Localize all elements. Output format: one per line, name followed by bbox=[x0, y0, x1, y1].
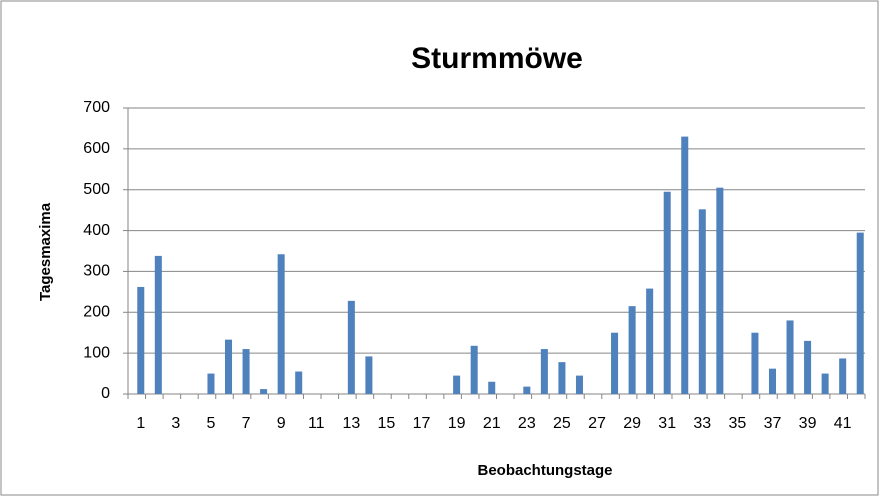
x-tick-label: 13 bbox=[342, 415, 360, 432]
y-axis-label: Tagesmaxima bbox=[37, 202, 54, 301]
bar bbox=[628, 306, 636, 394]
y-tick-label: 200 bbox=[83, 304, 110, 321]
x-tick-label: 15 bbox=[378, 415, 396, 432]
x-tick-label: 35 bbox=[728, 415, 746, 432]
bar bbox=[611, 332, 619, 394]
bar bbox=[470, 345, 478, 394]
x-tick-label: 27 bbox=[588, 415, 606, 432]
bar bbox=[277, 254, 285, 394]
bar bbox=[540, 349, 548, 394]
y-tick-label: 600 bbox=[83, 140, 110, 157]
bar bbox=[242, 349, 250, 394]
x-tick-label: 29 bbox=[623, 415, 641, 432]
bar bbox=[453, 375, 461, 394]
x-tick-label: 25 bbox=[553, 415, 571, 432]
x-tick-label: 41 bbox=[834, 415, 852, 432]
bar bbox=[365, 356, 373, 394]
x-tick-label: 31 bbox=[658, 415, 676, 432]
x-tick-label: 3 bbox=[171, 415, 180, 432]
bar bbox=[698, 209, 706, 394]
x-tick-label: 37 bbox=[764, 415, 782, 432]
bar bbox=[804, 340, 812, 394]
x-axis-label: Beobachtungstage bbox=[477, 462, 612, 479]
bar bbox=[523, 386, 531, 394]
x-tick-label: 1 bbox=[136, 415, 145, 432]
y-tick-label: 100 bbox=[83, 344, 110, 361]
bar bbox=[260, 389, 268, 394]
y-tick-label: 400 bbox=[83, 222, 110, 239]
x-tick-label: 21 bbox=[483, 415, 501, 432]
bar bbox=[786, 320, 794, 394]
bar bbox=[768, 368, 776, 394]
bar bbox=[207, 373, 215, 394]
bar bbox=[663, 191, 671, 394]
x-tick-label: 17 bbox=[413, 415, 431, 432]
bar bbox=[716, 187, 724, 394]
bar bbox=[295, 371, 303, 394]
bar bbox=[856, 232, 864, 394]
chart-title: Sturmmöwe bbox=[411, 42, 583, 75]
bar bbox=[751, 332, 759, 394]
bar bbox=[681, 136, 689, 394]
bar bbox=[154, 255, 162, 394]
x-tick-label: 11 bbox=[308, 415, 325, 432]
bar bbox=[646, 288, 654, 394]
bar bbox=[225, 339, 233, 394]
y-tick-label: 300 bbox=[83, 263, 110, 280]
y-tick-label: 0 bbox=[101, 385, 110, 402]
x-tick-label: 5 bbox=[207, 415, 216, 432]
bar bbox=[347, 300, 355, 394]
x-tick-label: 33 bbox=[693, 415, 711, 432]
y-tick-label: 700 bbox=[83, 99, 110, 116]
bar bbox=[488, 381, 496, 394]
bar bbox=[575, 375, 583, 394]
x-tick-label: 7 bbox=[242, 415, 251, 432]
x-tick-label: 23 bbox=[518, 415, 536, 432]
y-tick-label: 500 bbox=[83, 181, 110, 198]
x-tick-label: 9 bbox=[277, 415, 286, 432]
x-tick-label: 39 bbox=[799, 415, 817, 432]
bar bbox=[137, 286, 145, 394]
bar bbox=[839, 358, 847, 394]
bar bbox=[821, 373, 829, 394]
x-tick-label: 19 bbox=[448, 415, 466, 432]
bar bbox=[558, 362, 566, 394]
